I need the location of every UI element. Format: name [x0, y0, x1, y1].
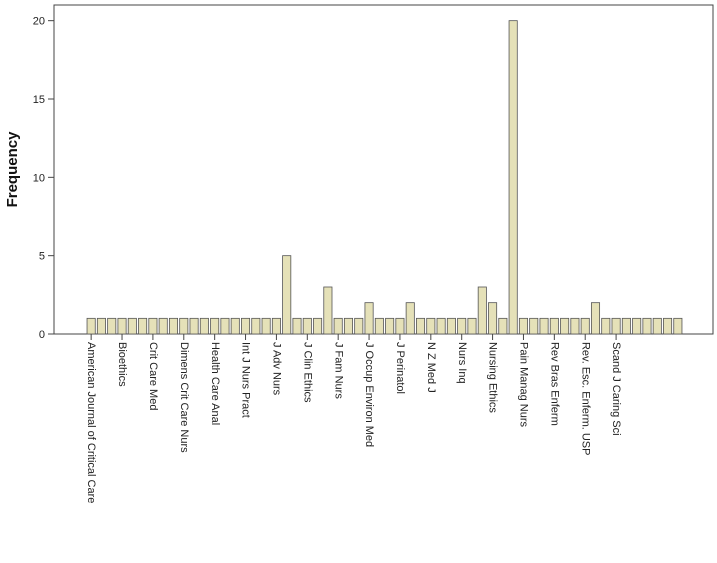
bar — [446, 317, 456, 335]
bar — [673, 317, 683, 335]
bar — [385, 317, 395, 335]
bar — [663, 317, 673, 335]
bar — [549, 317, 559, 335]
x-axis: American Journal of Critical Care Bioethi… — [85, 334, 622, 503]
bars-group — [86, 20, 683, 335]
bar — [354, 317, 364, 335]
bar — [632, 317, 642, 335]
bar — [107, 317, 117, 335]
bar — [457, 317, 467, 335]
bar — [601, 317, 611, 335]
bar — [220, 317, 230, 335]
bar — [282, 255, 292, 335]
bar — [467, 317, 477, 335]
bar — [210, 317, 220, 335]
bar — [590, 302, 601, 335]
x-tick-label: Bioethics — [116, 342, 128, 387]
x-tick-label: Pain Manag Nurs — [518, 342, 530, 427]
bar — [539, 317, 549, 335]
bar — [148, 317, 158, 335]
x-tick-label: Rev. Esc. Enferm. USP — [579, 342, 591, 456]
bar — [199, 317, 209, 335]
bar — [436, 317, 446, 335]
bar — [416, 317, 426, 335]
bar — [405, 302, 415, 335]
y-axis: 0 5 10 15 20 — [33, 16, 54, 341]
bar — [241, 317, 251, 335]
y-tick-label: 10 — [33, 172, 45, 184]
bar — [230, 317, 240, 335]
bar — [477, 286, 487, 335]
y-tick-label: 20 — [33, 16, 45, 28]
bar — [529, 317, 539, 335]
x-tick-label: American Journal of Critical Care — [85, 342, 97, 503]
x-tick-label: Dimens Crit Care Nurs — [178, 342, 190, 453]
bar — [426, 317, 436, 335]
x-tick-label: J Adv Nurs — [271, 342, 283, 396]
bar — [488, 302, 498, 335]
bar — [580, 317, 590, 335]
bar — [642, 317, 652, 335]
plot-frame — [53, 4, 714, 335]
bar — [127, 317, 137, 335]
bar — [395, 317, 405, 335]
bar — [271, 317, 281, 335]
bar — [652, 317, 662, 335]
bar — [621, 317, 631, 335]
x-tick-label: Scand J Caring Sci — [610, 342, 622, 436]
bar — [343, 317, 353, 335]
x-tick-label: J Perinatol — [394, 342, 406, 394]
x-tick-label: N Z Med J — [425, 342, 437, 393]
bar — [117, 317, 127, 335]
x-tick-label: J Fam Nurs — [332, 342, 344, 399]
bar — [158, 317, 168, 335]
bar — [498, 317, 508, 335]
bar — [333, 317, 343, 335]
bar — [518, 317, 528, 335]
bar — [302, 317, 312, 335]
y-tick-label: 15 — [33, 94, 45, 106]
bar — [189, 317, 199, 335]
y-axis-title: Frequency — [4, 131, 21, 208]
bar — [251, 317, 261, 335]
y-tick-label: 5 — [39, 251, 45, 263]
bar — [374, 317, 384, 335]
x-tick-label: J Clin Ethics — [301, 342, 313, 403]
x-tick-label: Health Care Anal — [209, 342, 221, 425]
x-tick-label: Rev Bras Enferm — [548, 342, 560, 426]
bar — [168, 317, 178, 335]
bar — [313, 317, 323, 335]
bar — [292, 317, 302, 335]
bar — [86, 317, 96, 335]
bar — [96, 317, 106, 335]
y-tick-label: 0 — [39, 329, 45, 341]
x-tick-label: Int J Nurs Pract — [240, 342, 252, 418]
bar — [560, 317, 570, 335]
x-tick-label: J Occup Environ Med — [363, 342, 375, 447]
bar — [611, 317, 621, 335]
bar — [179, 317, 189, 335]
x-tick-label: Crit Care Med — [147, 342, 159, 410]
bar — [261, 317, 271, 335]
bar — [508, 20, 518, 335]
bar — [138, 317, 148, 335]
bar — [323, 286, 333, 335]
x-tick-label: Nursing Ethics — [487, 342, 499, 413]
bar — [364, 302, 374, 335]
x-tick-label: Nurs Inq — [456, 342, 468, 384]
bar — [570, 317, 580, 335]
